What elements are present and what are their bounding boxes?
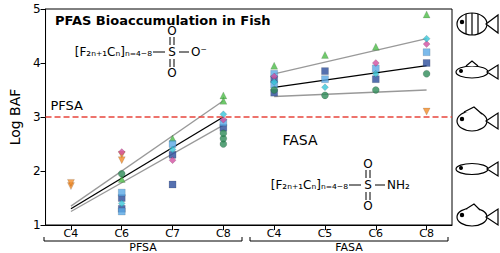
svg-text:O: O (363, 157, 372, 171)
svg-text:C4: C4 (267, 227, 282, 240)
svg-text:5: 5 (33, 2, 41, 16)
svg-text:C6: C6 (114, 227, 129, 240)
svg-text:PFSA: PFSA (51, 98, 84, 113)
svg-text:FASA: FASA (335, 241, 363, 253)
svg-text:FASA: FASA (282, 132, 317, 148)
svg-text:Log BAF: Log BAF (7, 89, 23, 146)
svg-text:1: 1 (33, 218, 41, 232)
svg-text:[F₂ₙ₊₁Cₙ]ₙ₌₄₋₈: [F₂ₙ₊₁Cₙ]ₙ₌₄₋₈ (75, 45, 152, 59)
svg-text:O⁻: O⁻ (191, 45, 207, 59)
svg-text:O: O (167, 66, 176, 80)
svg-text:O: O (363, 199, 372, 213)
svg-text:4: 4 (33, 56, 41, 70)
svg-text:NH₂: NH₂ (387, 178, 410, 192)
svg-text:C5: C5 (318, 227, 333, 240)
svg-text:O: O (167, 24, 176, 38)
svg-text:C4: C4 (64, 227, 79, 240)
svg-text:C8: C8 (216, 227, 231, 240)
svg-text:3: 3 (33, 110, 41, 124)
svg-text:2: 2 (33, 164, 41, 178)
svg-text:[F₂ₙ₊₁Cₙ]ₙ₌₄₋₈: [F₂ₙ₊₁Cₙ]ₙ₌₄₋₈ (271, 178, 348, 192)
svg-text:C6: C6 (368, 227, 383, 240)
svg-text:PFSA: PFSA (129, 241, 157, 253)
svg-text:S: S (168, 45, 176, 59)
svg-text:S: S (364, 178, 372, 192)
svg-text:C8: C8 (419, 227, 434, 240)
svg-text:PFAS Bioaccumulation in Fish: PFAS Bioaccumulation in Fish (55, 13, 271, 28)
svg-text:C7: C7 (165, 227, 180, 240)
